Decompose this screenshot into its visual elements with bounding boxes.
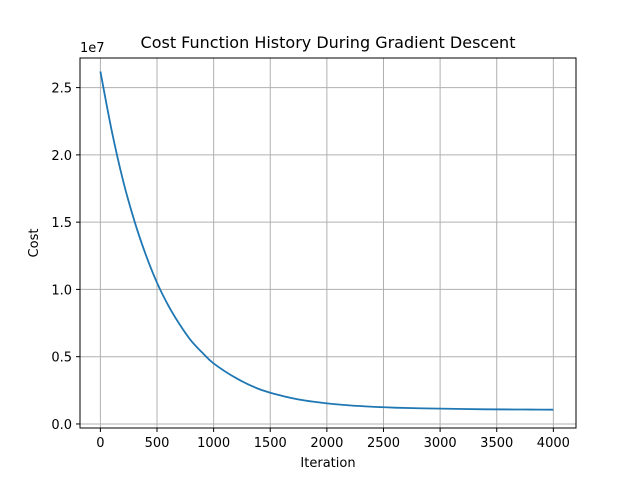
x-tick-label: 4000 xyxy=(537,436,570,451)
y-tick-label: 0.5 xyxy=(51,351,72,366)
y-tick-label: 2.0 xyxy=(51,149,72,164)
plot-frame xyxy=(79,57,577,429)
x-tick-label: 1500 xyxy=(254,436,287,451)
chart-title: Cost Function History During Gradient De… xyxy=(141,33,516,52)
y-tick-label: 1.5 xyxy=(51,216,72,231)
x-tick-label: 3500 xyxy=(480,436,513,451)
y-axis-label: Cost xyxy=(27,229,42,258)
series-layer xyxy=(99,71,554,411)
x-tick-label: 2000 xyxy=(310,436,343,451)
x-tick-label: 1000 xyxy=(197,436,230,451)
y-tick-label: 2.5 xyxy=(51,82,72,97)
x-tick-label: 2500 xyxy=(367,436,400,451)
x-axis-label: Iteration xyxy=(300,456,355,471)
x-tick-label: 3000 xyxy=(424,436,457,451)
y-multiplier-label: 1e7 xyxy=(80,41,105,56)
x-tick-label: 0 xyxy=(96,436,104,451)
ticks: 0 500 1000 1500 2000 2500 3000 3500 4000 0.0 0.5 1.… xyxy=(51,82,570,451)
y-tick-label: 0.0 xyxy=(51,418,72,433)
grid xyxy=(80,58,576,428)
y-tick-label: 1.0 xyxy=(51,283,72,298)
cost-series-line xyxy=(99,71,554,411)
x-tick-label: 500 xyxy=(145,436,170,451)
